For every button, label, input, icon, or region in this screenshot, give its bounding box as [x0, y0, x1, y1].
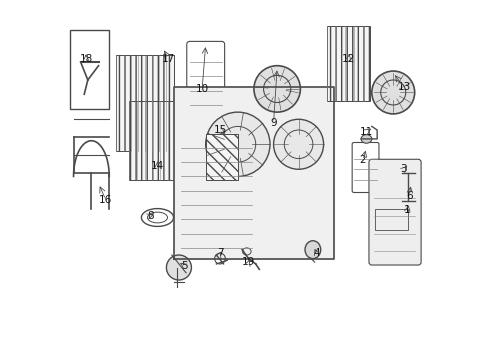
- Text: 4: 4: [313, 248, 320, 258]
- Ellipse shape: [167, 255, 192, 280]
- Bar: [375, 208, 408, 230]
- FancyBboxPatch shape: [369, 159, 421, 265]
- Text: 6: 6: [406, 191, 413, 201]
- Bar: [70, 30, 109, 109]
- Ellipse shape: [361, 135, 372, 143]
- Bar: [327, 26, 370, 102]
- Ellipse shape: [206, 112, 270, 176]
- Text: 7: 7: [217, 248, 223, 258]
- Text: 18: 18: [79, 54, 93, 64]
- Ellipse shape: [305, 241, 321, 258]
- Text: 8: 8: [147, 211, 154, 221]
- Text: 2: 2: [360, 156, 366, 165]
- Text: 10: 10: [196, 84, 209, 94]
- Text: 1: 1: [404, 205, 411, 215]
- Bar: [129, 102, 175, 180]
- Ellipse shape: [254, 66, 300, 112]
- Text: 12: 12: [342, 54, 355, 64]
- Text: 11: 11: [360, 127, 373, 137]
- Text: 9: 9: [270, 118, 277, 128]
- Text: 17: 17: [162, 54, 175, 64]
- Text: 15: 15: [213, 125, 226, 135]
- Text: 16: 16: [99, 195, 112, 204]
- Text: 19: 19: [242, 257, 255, 267]
- Text: 5: 5: [181, 261, 188, 271]
- Text: 14: 14: [151, 161, 164, 171]
- Polygon shape: [173, 87, 334, 258]
- Bar: [206, 134, 238, 180]
- Text: 3: 3: [401, 164, 407, 174]
- Ellipse shape: [372, 71, 415, 114]
- Text: 13: 13: [397, 82, 411, 92]
- Ellipse shape: [273, 119, 323, 169]
- Bar: [117, 55, 173, 152]
